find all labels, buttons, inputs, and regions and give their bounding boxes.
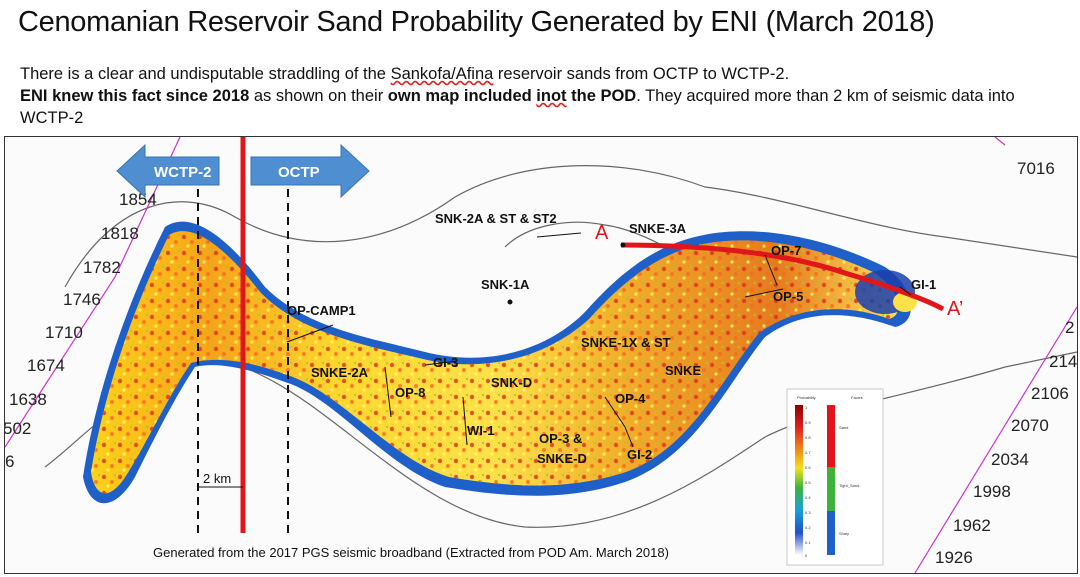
contour-label-1926: 1926 <box>935 548 973 567</box>
desc-link-sankofa: Sankofa/Afina <box>390 65 494 83</box>
contour-label-214: 214 <box>1049 352 1077 371</box>
well-label-op8: OP-8 <box>395 385 425 400</box>
well-label-snke3a: SNKE-3A <box>629 221 687 236</box>
section-end-label: A’ <box>947 298 963 320</box>
legend-facies-label-sand: Sand <box>839 425 848 430</box>
legend-tick-0: 0 <box>805 553 808 558</box>
octp-arrow-label: OCTP <box>278 164 320 181</box>
contour-label-1818: 1818 <box>101 224 139 243</box>
legend-facies-tight-sand <box>827 467 835 511</box>
octp-arrow <box>250 143 370 199</box>
probability-legend: Probability Facies Sand Tight_Sand Shaly… <box>786 388 884 566</box>
legend-col-probability: Probability <box>797 395 816 400</box>
well-label-op4: OP-4 <box>615 391 646 406</box>
contour-label-1710: 1710 <box>45 323 83 342</box>
section-line <box>620 242 945 312</box>
well-label-snke: SNKE <box>665 363 701 378</box>
well-markers <box>286 232 912 448</box>
contour-label-6: 6 <box>5 452 14 471</box>
legend-col-facies: Facies <box>851 395 863 400</box>
desc-line1-pre: There is a clear and undisputable stradd… <box>20 65 391 83</box>
well-label-snke1x: SNKE-1X & ST <box>581 335 671 350</box>
legend-tick-0-1: 0.1 <box>805 540 811 545</box>
contour-label-2106: 2106 <box>1031 384 1069 403</box>
well-label-gi1: GI-1 <box>911 277 936 292</box>
well-label-gi3: GI-3 <box>433 355 458 370</box>
desc-line2-post: . They acquired more than 2 km of seismi… <box>20 87 1015 127</box>
well-label-op7: OP-7 <box>771 243 801 258</box>
contour-label-1854: 1854 <box>119 190 157 209</box>
well-label-snke-d: SNKE-D <box>537 451 587 466</box>
legend-probability-bar <box>795 405 803 555</box>
reservoir-map: 1854 1818 1782 1746 1710 1674 1638 502 6… <box>4 136 1078 574</box>
desc-line2-mid: as shown on their <box>249 87 388 105</box>
contour-label-1782: 1782 <box>83 258 121 277</box>
legend-tick-1: 1 <box>805 405 808 410</box>
legend-tick-0-8: 0.8 <box>805 435 811 440</box>
legend-tick-0-6: 0.6 <box>805 465 811 470</box>
desc-line1-post: reservoir sands from OCTP to WCTP-2. <box>493 65 790 83</box>
bathymetry-right2 <box>994 137 1006 146</box>
section-start-label: A <box>595 222 609 244</box>
map-source-caption: Generated from the 2017 PGS seismic broa… <box>153 545 669 560</box>
legend-tick-0-7: 0.7 <box>805 450 811 455</box>
well-label-op3: OP-3 & <box>539 431 582 446</box>
legend-facies-label-tight-sand: Tight_Sand <box>839 483 859 488</box>
well-label-wi1: WI-1 <box>467 423 494 438</box>
legend-tick-0-9: 0.9 <box>805 420 811 425</box>
contour-label-502: 502 <box>5 419 31 438</box>
contour-label-1674: 1674 <box>27 356 65 375</box>
well-label-gi2: GI-2 <box>627 447 652 462</box>
contour-label-1638: 1638 <box>9 390 47 409</box>
well-label-op-camp1: OP-CAMP1 <box>287 303 356 318</box>
contour-label-1962: 1962 <box>953 516 991 535</box>
well-label-op5: OP-5 <box>773 289 803 304</box>
legend-tick-0-4: 0.4 <box>805 495 811 500</box>
distance-label: 2 km <box>203 471 231 486</box>
well-label-snke2a: SNKE-2A <box>311 365 369 380</box>
bathymetry-right <box>914 306 1077 573</box>
map-svg: 1854 1818 1782 1746 1710 1674 1638 502 6… <box>5 137 1077 573</box>
legend-facies-sand <box>827 405 835 467</box>
wctp2-arrow <box>116 143 220 199</box>
contour-label-2: 2 <box>1065 318 1074 337</box>
reservoir-texture <box>91 231 899 494</box>
outline-contour-outer <box>64 165 1077 288</box>
contour-label-1746: 1746 <box>63 290 101 309</box>
legend-facies-label-shaly: Shaly <box>839 531 849 536</box>
contour-label-1998: 1998 <box>973 482 1011 501</box>
contour-label-2034: 2034 <box>991 450 1029 469</box>
well-label-snkd: SNK-D <box>491 375 532 390</box>
desc-bold-eni: ENI knew this fact since 2018 <box>20 87 250 105</box>
contour-label-7016: 7016 <box>1017 159 1055 178</box>
contour-label-2070: 2070 <box>1011 416 1049 435</box>
legend-tick-0-5: 0.5 <box>805 480 811 485</box>
wctp2-arrow-label: WCTP-2 <box>154 164 212 181</box>
description: There is a clear and undisputable stradd… <box>20 63 1065 129</box>
legend-tick-0-2: 0.2 <box>805 525 811 530</box>
well-label-snk2a: SNK-2A & ST & ST2 <box>435 211 557 226</box>
page-title: Cenomanian Reservoir Sand Probability Ge… <box>18 6 935 38</box>
well-label-snk1a: SNK-1A <box>481 277 530 292</box>
legend-tick-0-3: 0.3 <box>805 510 811 515</box>
legend-facies-shaly <box>827 511 835 555</box>
desc-bold-own-map: own map included inot the POD <box>387 87 637 105</box>
